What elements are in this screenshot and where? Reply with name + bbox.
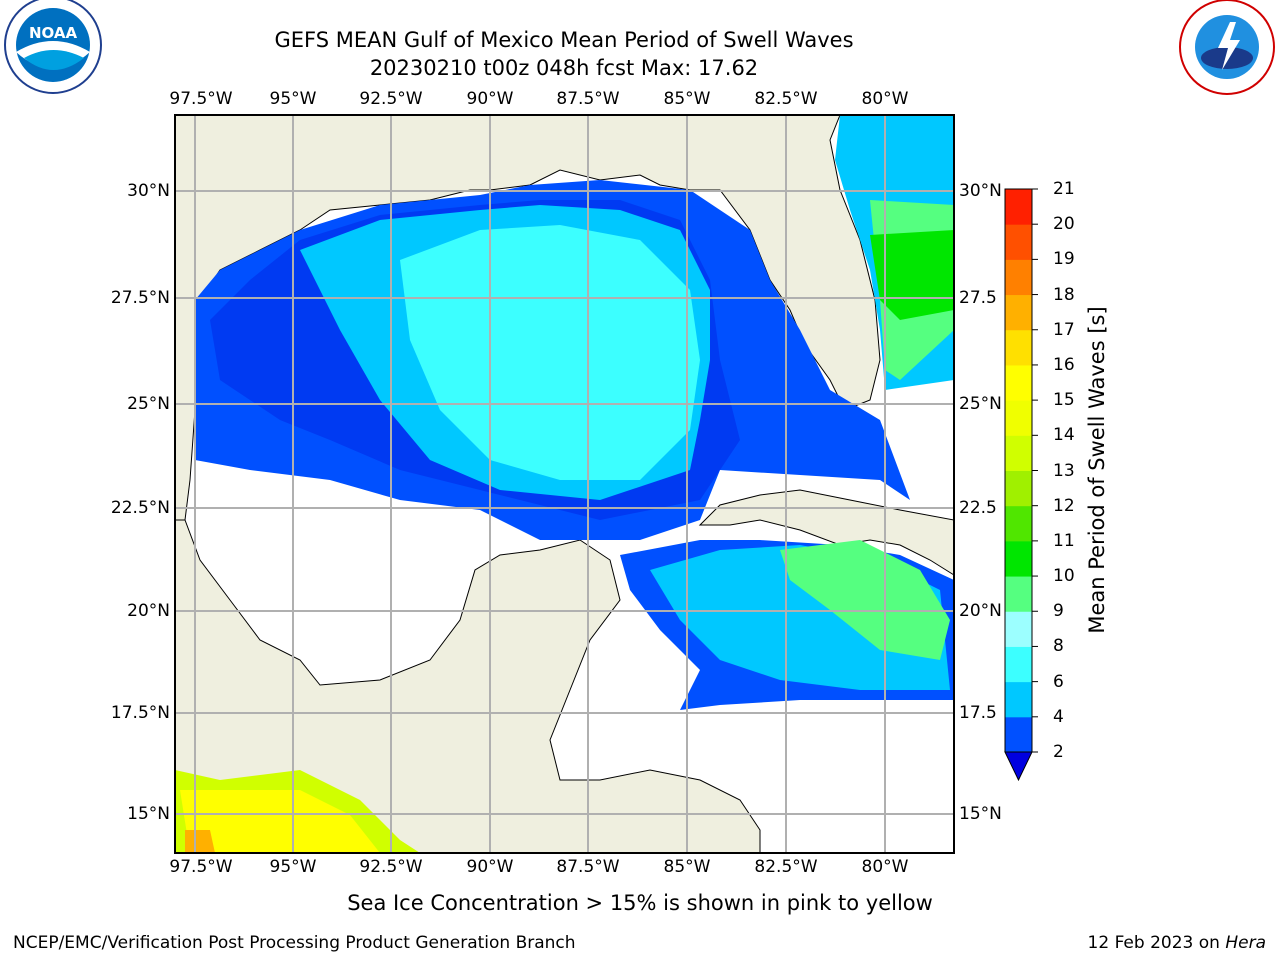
lon-tick-bottom-1: 95°W (269, 857, 317, 877)
colorbar-label-14: 19 (1053, 249, 1075, 270)
lat-tick-left-6: 15°N (127, 804, 170, 824)
lat-tick-left-1: 27.5°N (110, 288, 170, 308)
lon-tick-bottom-4: 87.5°W (556, 857, 620, 877)
colorbar-label-2: 6 (1053, 671, 1064, 692)
date-credit: 12 Feb 2023 on Hera (1088, 933, 1266, 953)
colorbar-bin-9 (1005, 400, 1032, 436)
producer-credit: NCEP/EMC/Verification Post Processing Pr… (13, 933, 576, 953)
noaa-logo-icon: NOAA (4, 0, 102, 94)
colorbar-bin-12 (1005, 294, 1032, 331)
colorbar-bin-10 (1005, 364, 1032, 401)
lon-tick-bottom-3: 90°W (466, 857, 514, 877)
colorbar-label-6: 11 (1053, 530, 1075, 551)
lat-tick-left-3: 22.5°N (110, 498, 170, 518)
swell-period-field (175, 115, 954, 853)
chart-title: GEFS MEAN Gulf of Mexico Mean Period of … (274, 28, 854, 52)
lat-tick-left-4: 20°N (127, 601, 170, 621)
colorbar-label-4: 9 (1053, 601, 1064, 622)
colorbar-bin-7 (1005, 470, 1032, 507)
colorbar-bin-0 (1005, 716, 1032, 753)
lon-tick-top-4: 87.5°W (556, 89, 620, 109)
colorbar-label-13: 18 (1053, 284, 1075, 305)
colorbar-label-9: 14 (1053, 425, 1075, 446)
colorbar-title: Mean Period of Swell Waves [s] (1085, 306, 1109, 634)
colorbar-bin-11 (1005, 329, 1032, 366)
colorbar-label-11: 16 (1053, 354, 1075, 375)
lon-tick-bottom-0: 97.5°W (169, 857, 233, 877)
colorbar-label-16: 21 (1053, 179, 1075, 199)
colorbar-bin-6 (1005, 505, 1032, 542)
sea-ice-note: Sea Ice Concentration > 15% is shown in … (347, 891, 933, 915)
colorbar-bin-5 (1005, 540, 1032, 577)
colorbar (1004, 188, 1038, 782)
lon-tick-top-5: 85°W (663, 89, 711, 109)
colorbar-label-5: 10 (1053, 566, 1075, 587)
lon-tick-top-7: 80°W (861, 89, 909, 109)
lon-tick-bottom-5: 85°W (663, 857, 711, 877)
map-panel (174, 114, 955, 854)
colorbar-bin-2 (1005, 646, 1032, 683)
colorbar-bin-1 (1005, 681, 1032, 718)
colorbar-bin-4 (1005, 576, 1032, 612)
colorbar-bin-8 (1005, 435, 1032, 471)
lon-tick-top-1: 95°W (269, 89, 317, 109)
lon-tick-top-6: 82.5°W (754, 89, 818, 109)
colorbar-extend-triangle (1004, 751, 1033, 782)
credit-host: Hera (1225, 933, 1266, 953)
colorbar-label-3: 8 (1053, 636, 1064, 657)
lat-tick-right-3: 22.5 (959, 498, 997, 518)
colorbar-bin-15 (1005, 189, 1032, 225)
svg-text:NOAA: NOAA (29, 24, 78, 42)
lat-tick-left-5: 17.5°N (110, 703, 170, 723)
colorbar-label-8: 13 (1053, 460, 1075, 481)
lon-tick-top-2: 92.5°W (359, 89, 423, 109)
lon-tick-bottom-7: 80°W (861, 857, 909, 877)
colorbar-label-15: 20 (1053, 214, 1075, 235)
lat-tick-left-2: 25°N (127, 394, 170, 414)
lon-tick-top-0: 97.5°W (169, 89, 233, 109)
colorbar-bin-3 (1005, 611, 1032, 647)
colorbar-bin-14 (1005, 224, 1032, 260)
colorbar-bin-13 (1005, 259, 1032, 296)
colorbar-label-0: 2 (1053, 742, 1064, 762)
credit-date: 12 Feb 2023 on (1087, 933, 1226, 953)
lat-tick-right-6: 15°N (959, 804, 1002, 824)
colorbar-label-1: 4 (1053, 706, 1064, 727)
lon-tick-top-3: 90°W (466, 89, 514, 109)
lat-tick-left-0: 30°N (127, 181, 170, 201)
lon-tick-bottom-6: 82.5°W (754, 857, 818, 877)
graticule (175, 115, 954, 853)
lat-tick-right-5: 17.5 (959, 703, 997, 723)
lat-tick-right-2: 25°N (959, 394, 1002, 414)
lat-tick-right-0: 30°N (959, 181, 1002, 201)
colorbar-label-12: 17 (1053, 319, 1075, 340)
lon-tick-bottom-2: 92.5°W (359, 857, 423, 877)
colorbar-label-10: 15 (1053, 390, 1075, 411)
nws-logo-icon (1179, 0, 1275, 95)
lat-tick-right-1: 27.5 (959, 288, 997, 308)
colorbar-label-7: 12 (1053, 495, 1075, 516)
chart-subtitle: 20230210 t00z 048h fcst Max: 17.62 (369, 56, 759, 80)
lat-tick-right-4: 20°N (959, 601, 1002, 621)
